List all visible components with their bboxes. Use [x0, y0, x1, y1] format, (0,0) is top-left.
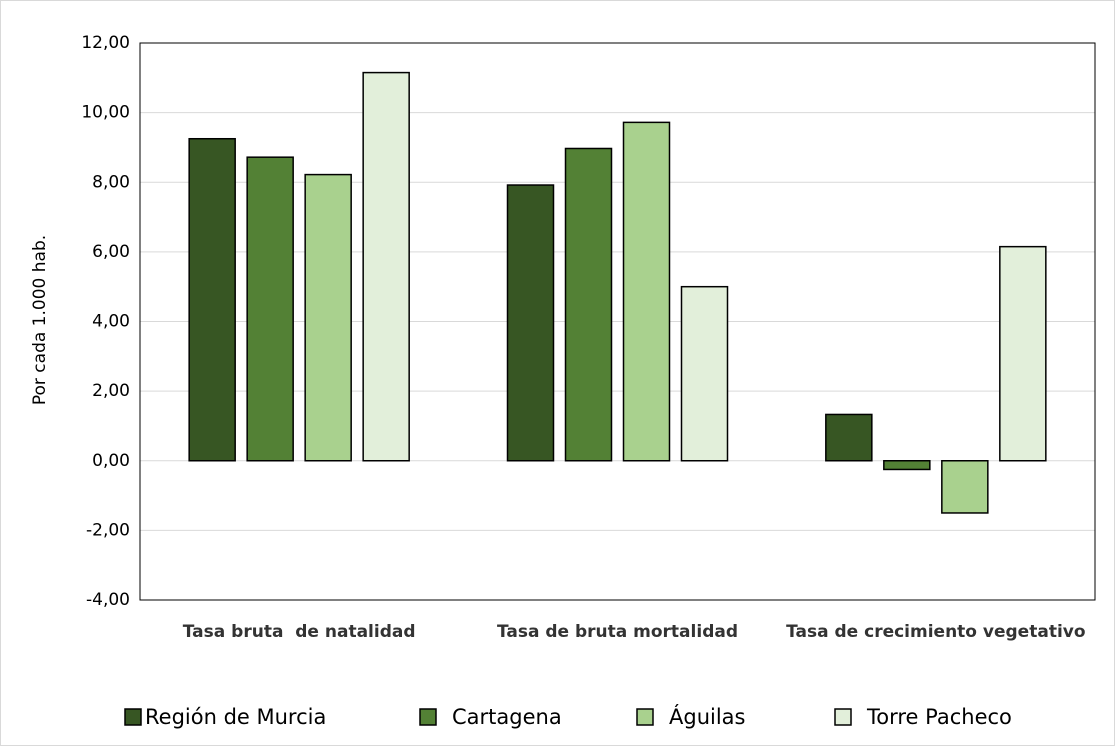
bar — [883, 460, 931, 471]
legend-label: Torre Pacheco — [866, 705, 1012, 729]
legend-label: Cartagena — [452, 705, 562, 729]
bar — [941, 460, 989, 514]
x-tick-label: Tasa de bruta mortalidad — [496, 622, 738, 642]
legend-label: Águilas — [669, 704, 745, 729]
plot-border — [139, 42, 1096, 601]
bar — [825, 413, 873, 462]
legend-swatch — [124, 708, 142, 726]
y-tick-label: 6,00 — [92, 242, 130, 262]
y-axis-label: Por cada 1.000 hab. — [30, 235, 50, 405]
x-tick-label: Tasa de crecimiento vegetativo — [786, 622, 1086, 642]
legend-swatch — [834, 708, 852, 726]
bar — [506, 184, 555, 462]
y-tick-label: 4,00 — [92, 312, 130, 332]
bar — [188, 137, 236, 462]
y-tick-label: 2,00 — [92, 381, 130, 401]
bar — [362, 71, 410, 462]
legend-swatch — [419, 708, 437, 726]
bar — [304, 173, 352, 462]
y-tick-label: 10,00 — [81, 103, 130, 123]
bar — [680, 285, 729, 462]
legend-swatch — [636, 708, 654, 726]
bar — [622, 121, 671, 462]
bar — [246, 156, 294, 462]
bar — [564, 147, 613, 462]
y-tick-label: -4,00 — [86, 590, 130, 610]
y-tick-label: 12,00 — [81, 33, 130, 53]
y-tick-label: 0,00 — [92, 451, 130, 471]
y-tick-label: 8,00 — [92, 172, 130, 192]
bar — [999, 245, 1047, 462]
legend-label: Región de Murcia — [145, 705, 326, 729]
x-tick-label: Tasa bruta de natalidad — [182, 622, 416, 642]
y-tick-label: -2,00 — [86, 520, 130, 540]
